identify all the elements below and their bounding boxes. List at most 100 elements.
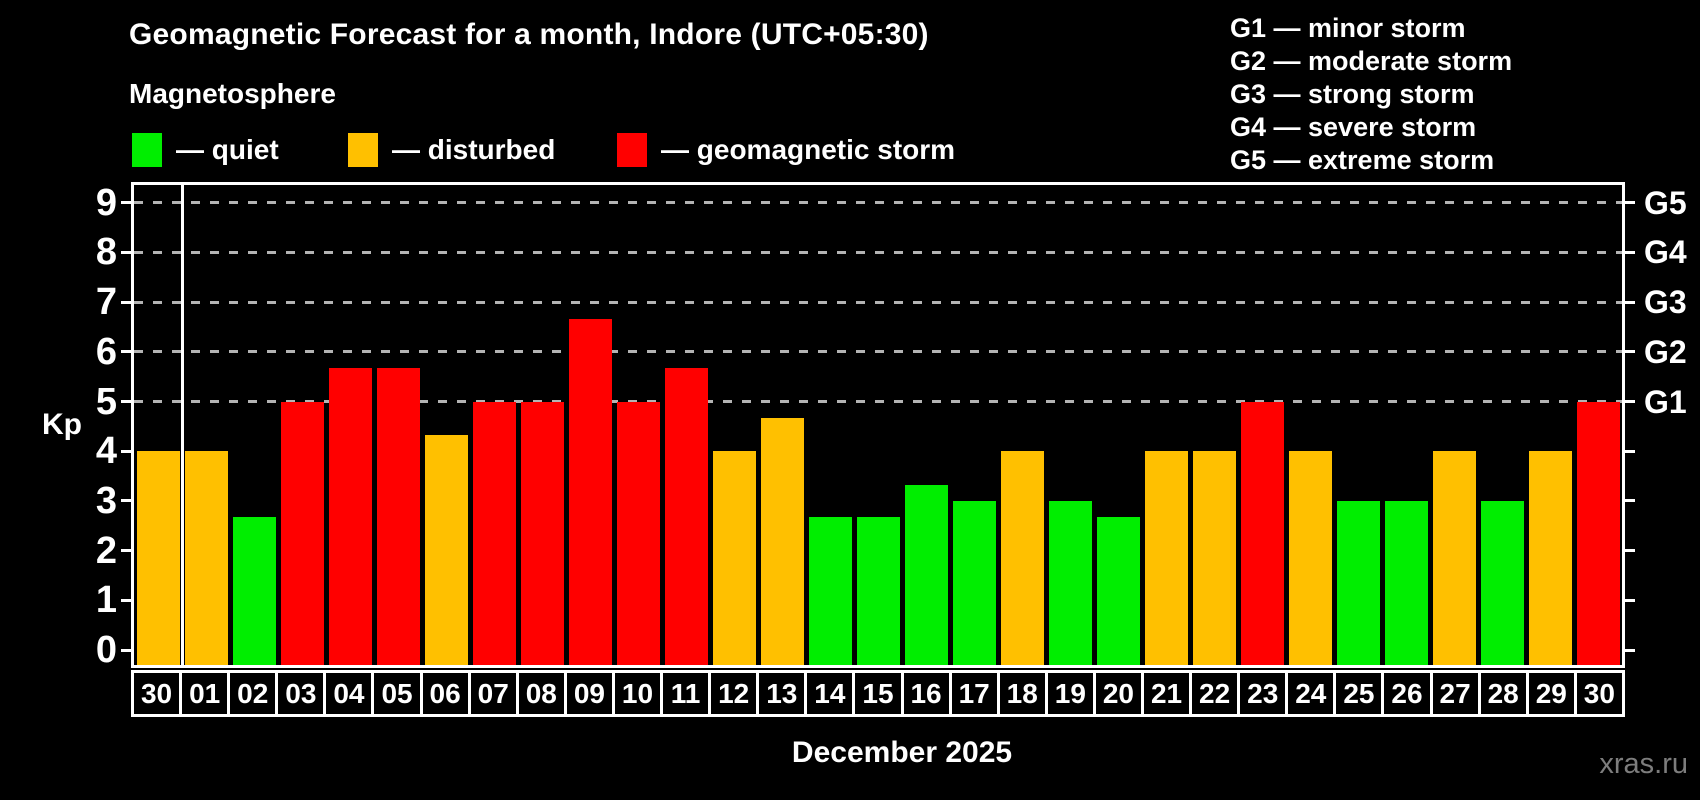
kp-bar-day-08 [520, 401, 564, 665]
kp-bar-day-01 [184, 451, 228, 665]
y-axis-tick-left-8 [121, 250, 131, 254]
day-label-cell: 06 [419, 670, 471, 717]
y-axis-label-3: 3 [95, 479, 117, 522]
day-label-cell: 07 [467, 670, 519, 717]
kp-axis-label: Kp [42, 408, 82, 441]
y-axis-tick-left-5 [121, 400, 131, 403]
page-title: Geomagnetic Forecast for a month, Indore… [129, 18, 929, 51]
kp-bar-day-04 [328, 368, 372, 665]
day-label-cell: 16 [900, 670, 952, 717]
kp-bar-day-02 [232, 517, 276, 665]
storm-scale-item: G4 — severe storm [1230, 112, 1477, 142]
kp-bar-day-15 [856, 517, 900, 665]
y-axis-tick-left-0 [121, 648, 131, 652]
g-scale-label-G1: G1 [1644, 383, 1687, 420]
day-label-cell: 09 [563, 670, 615, 717]
kp-bar-day-20 [1096, 517, 1140, 665]
kp-bar-day-14 [808, 517, 852, 665]
kp-bar-day-17 [952, 500, 996, 665]
day-label-cell: 28 [1477, 670, 1529, 717]
kp-bar-day-05 [376, 368, 420, 665]
y-axis-tick-right-4 [1625, 449, 1635, 453]
day-label-cell: 20 [1092, 670, 1144, 717]
day-label-cell: 26 [1381, 670, 1433, 717]
day-label-cell: 02 [227, 670, 279, 717]
day-label-cell: 05 [371, 670, 423, 717]
y-axis-tick-right-5 [1625, 400, 1635, 403]
day-label-cell: 01 [179, 670, 231, 717]
y-axis-tick-right-2 [1625, 549, 1635, 553]
y-axis-tick-left-2 [121, 549, 131, 553]
kp-bar-day-16 [904, 484, 948, 665]
kp-bar-day-09 [568, 318, 612, 665]
legend-item-label: — quiet [176, 134, 279, 165]
kp-bar-day-03 [280, 401, 324, 665]
legend-swatch-quiet-icon [132, 133, 162, 167]
storm-scale-item: G3 — strong storm [1230, 79, 1475, 109]
y-axis-label-4: 4 [95, 430, 117, 473]
legend-item-disturbed: — disturbed [348, 133, 555, 167]
day-label-cell: 03 [275, 670, 327, 717]
day-label-cell: 18 [996, 670, 1048, 717]
day-label-cell: 13 [756, 670, 808, 717]
day-label-cell: 11 [660, 670, 712, 717]
kp-bar-day-23 [1240, 401, 1284, 665]
month-separator-line [180, 185, 184, 665]
kp-bar-day-13 [760, 417, 804, 665]
legend-item-label: — geomagnetic storm [661, 134, 956, 165]
day-label-cell: 29 [1525, 670, 1577, 717]
y-axis-tick-left-1 [121, 598, 131, 602]
legend-item-quiet: — quiet [132, 133, 279, 167]
day-label-cell: 17 [948, 670, 1000, 717]
legend-item-label: — disturbed [392, 134, 556, 165]
month-label: December 2025 [791, 736, 1013, 769]
g-scale-label-G5: G5 [1644, 184, 1687, 221]
day-label-cell: 27 [1429, 670, 1481, 717]
day-label-cell: 12 [708, 670, 760, 717]
kp-bar-day-11 [664, 368, 708, 665]
storm-scale-item: G5 — extreme storm [1230, 145, 1495, 175]
g-scale-label-G4: G4 [1644, 234, 1687, 271]
kp-bar-day-19 [1048, 500, 1092, 665]
day-label-cell: 30 [1573, 670, 1625, 717]
watermark: xras.ru [1599, 748, 1688, 780]
plot-area [131, 182, 1625, 668]
y-axis-tick-left-7 [121, 300, 131, 304]
day-label-cell: 19 [1044, 670, 1096, 717]
legend-swatch-storm-icon [617, 133, 647, 167]
y-axis-label-0: 0 [95, 629, 117, 671]
magnetosphere-label: Magnetosphere [129, 78, 336, 109]
legend-swatch-disturbed-icon [348, 133, 378, 167]
kp-bar-day-07 [472, 401, 516, 665]
day-label-cell: 24 [1285, 670, 1337, 717]
gridline-kp7 [134, 300, 1622, 304]
kp-bar-day-30 [1576, 401, 1620, 665]
y-axis-tick-right-3 [1625, 499, 1635, 503]
y-axis-label-2: 2 [95, 529, 117, 572]
day-label-cell: 04 [323, 670, 375, 717]
y-axis-label-5: 5 [95, 380, 117, 423]
y-axis-tick-left-6 [121, 350, 131, 354]
kp-bar-day-06 [424, 434, 468, 665]
y-axis-label-7: 7 [95, 281, 117, 324]
kp-bar-day-27 [1432, 451, 1476, 665]
y-axis-tick-right-8 [1625, 250, 1635, 254]
y-axis-tick-right-1 [1625, 598, 1635, 602]
kp-bar-day-18 [1000, 451, 1044, 665]
kp-bar-day-29 [1528, 451, 1572, 665]
kp-bar-day-26 [1384, 500, 1428, 665]
y-axis-label-8: 8 [95, 231, 117, 274]
g-scale-label-G3: G3 [1644, 284, 1687, 321]
day-label-cell: 25 [1333, 670, 1385, 717]
y-axis-tick-left-3 [121, 499, 131, 503]
y-axis-label-6: 6 [95, 330, 117, 373]
y-axis-tick-left-9 [121, 201, 131, 205]
y-axis-tick-left-4 [121, 449, 131, 453]
day-label-cell: 10 [611, 670, 664, 717]
gridline-kp9 [134, 201, 1622, 205]
gridline-kp5 [134, 400, 1622, 403]
kp-bar-day-12 [712, 451, 756, 665]
y-axis-tick-right-6 [1625, 350, 1635, 354]
y-axis-label-1: 1 [95, 579, 117, 622]
